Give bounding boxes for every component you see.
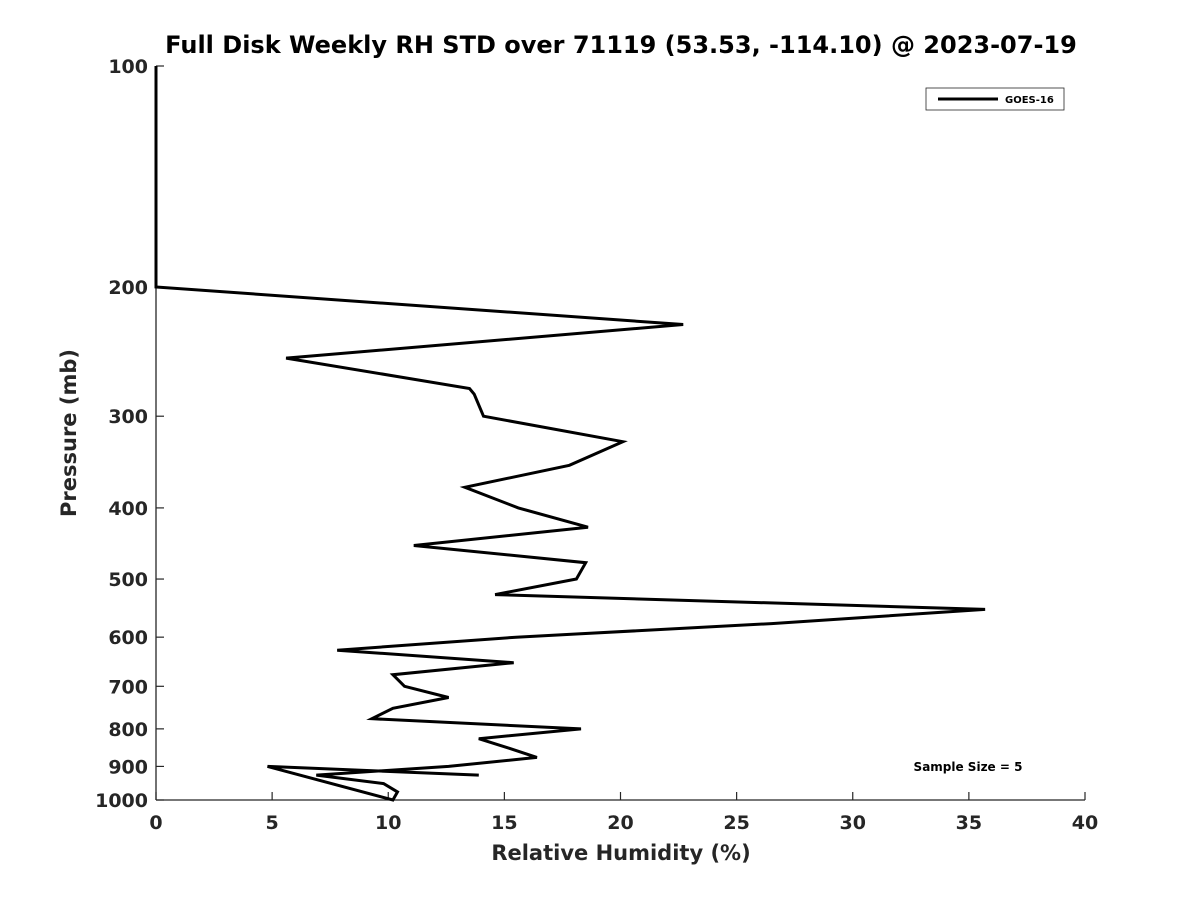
- x-tick-label-35: 35: [956, 812, 982, 834]
- legend: GOES-16: [925, 87, 1065, 111]
- y-tick-label-500: 500: [108, 569, 148, 591]
- x-tick-label-40: 40: [1072, 812, 1098, 834]
- y-tick-label-900: 900: [108, 756, 148, 778]
- y-tick-label-1000: 1000: [95, 790, 148, 812]
- x-ticks: 0 5 10 15 20 25 30 35 40: [149, 792, 1098, 834]
- y-ticks: 100 200 300 400 500 600 700 800 900 1000: [95, 56, 164, 812]
- series-line-goes-16: [154, 66, 986, 802]
- sample-size-annotation: Sample Size = 5: [914, 760, 1023, 774]
- x-tick-label-25: 25: [723, 812, 749, 834]
- axes: [155, 66, 1085, 801]
- x-tick-label-30: 30: [840, 812, 866, 834]
- y-tick-label-600: 600: [108, 627, 148, 649]
- x-tick-label-10: 10: [375, 812, 401, 834]
- y-tick-label-800: 800: [108, 719, 148, 741]
- legend-entry-goes-16: GOES-16: [1005, 95, 1054, 106]
- series-layer: [154, 66, 986, 802]
- y-tick-label-100: 100: [108, 56, 148, 78]
- y-tick-label-700: 700: [108, 676, 148, 698]
- y-tick-label-400: 400: [108, 498, 148, 520]
- y-axis-label: Pressure (mb): [57, 349, 81, 517]
- y-tick-label-200: 200: [108, 277, 148, 299]
- x-tick-label-0: 0: [149, 812, 162, 834]
- x-tick-label-5: 5: [266, 812, 279, 834]
- x-axis-label: Relative Humidity (%): [491, 841, 750, 865]
- y-tick-label-300: 300: [108, 406, 148, 428]
- x-tick-label-20: 20: [607, 812, 633, 834]
- chart-title: Full Disk Weekly RH STD over 71119 (53.5…: [165, 31, 1077, 59]
- x-tick-label-15: 15: [491, 812, 517, 834]
